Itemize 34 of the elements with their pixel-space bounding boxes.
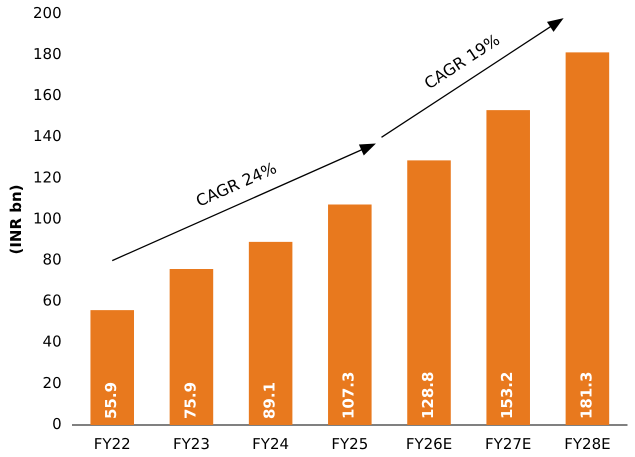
- data-label: 75.9: [181, 382, 200, 419]
- x-tick-label: FY28E: [564, 434, 611, 453]
- y-tick-label: 200: [32, 4, 62, 22]
- data-label: 153.2: [498, 372, 516, 419]
- x-tick-label: FY22: [94, 434, 131, 453]
- y-tick-label: 160: [32, 86, 62, 104]
- y-axis-title: (INR bn): [6, 184, 25, 255]
- data-label: 181.3: [577, 372, 596, 419]
- y-tick-label: 120: [32, 168, 62, 186]
- bar: [407, 160, 451, 425]
- bar: [486, 110, 530, 425]
- bar: [566, 52, 610, 425]
- y-tick-label: 60: [42, 292, 62, 310]
- data-label: 89.1: [260, 382, 279, 419]
- x-tick-label: FY23: [172, 434, 210, 453]
- y-tick-label: 80: [42, 250, 62, 268]
- y-tick-label: 0: [52, 414, 62, 433]
- y-tick-label: 100: [32, 209, 62, 228]
- bar: [328, 204, 372, 425]
- y-tick-label: 20: [42, 374, 62, 392]
- annotation: CAGR 24%: [193, 158, 280, 210]
- bar: [170, 269, 214, 425]
- y-tick-label: 40: [42, 332, 62, 351]
- x-tick-label: FY26E: [406, 434, 452, 453]
- y-tick-label: 180: [32, 44, 62, 63]
- y-tick-label: 140: [32, 127, 62, 146]
- data-label: 55.9: [102, 382, 120, 419]
- bar: [248, 242, 292, 425]
- x-tick-label: FY25: [331, 434, 368, 453]
- data-label: 107.3: [340, 372, 358, 419]
- bar: [90, 310, 134, 425]
- x-tick-label: FY27E: [485, 434, 532, 453]
- x-tick-label: FY24: [252, 434, 290, 453]
- data-label: 128.8: [418, 372, 437, 419]
